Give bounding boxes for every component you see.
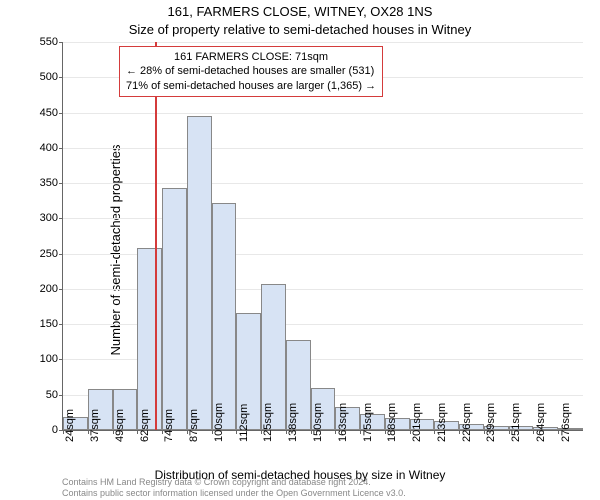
y-tick-label: 0 bbox=[24, 424, 58, 436]
y-tick-label: 550 bbox=[24, 36, 58, 48]
chart-subtitle: Size of property relative to semi-detach… bbox=[0, 22, 600, 37]
gridline bbox=[63, 148, 583, 149]
gridline bbox=[63, 183, 583, 184]
gridline bbox=[63, 113, 583, 114]
y-tick-label: 350 bbox=[24, 177, 58, 189]
info-box-line-larger: 71% of semi-detached houses are larger (… bbox=[126, 79, 376, 93]
plot-area: 161 FARMERS CLOSE: 71sqm← 28% of semi-de… bbox=[62, 42, 583, 431]
chart-container: 161, FARMERS CLOSE, WITNEY, OX28 1NS Siz… bbox=[0, 0, 600, 500]
y-tick-label: 500 bbox=[24, 71, 58, 83]
y-tick-label: 250 bbox=[24, 248, 58, 260]
marker-line bbox=[155, 42, 157, 430]
y-tick-label: 400 bbox=[24, 142, 58, 154]
y-tick-label: 150 bbox=[24, 318, 58, 330]
histogram-bar bbox=[162, 188, 187, 430]
y-tick-label: 100 bbox=[24, 353, 58, 365]
footnote: Contains HM Land Registry data © Crown c… bbox=[62, 477, 406, 498]
info-box-line-smaller: ← 28% of semi-detached houses are smalle… bbox=[126, 64, 376, 78]
y-tick-label: 50 bbox=[24, 389, 58, 401]
chart-title-address: 161, FARMERS CLOSE, WITNEY, OX28 1NS bbox=[0, 4, 600, 19]
histogram-bar bbox=[187, 116, 212, 430]
gridline bbox=[63, 42, 583, 43]
y-tick-label: 200 bbox=[24, 283, 58, 295]
gridline bbox=[63, 218, 583, 219]
footnote-line2: Contains public sector information licen… bbox=[62, 488, 406, 498]
histogram-bar bbox=[137, 248, 162, 430]
y-tick-label: 300 bbox=[24, 212, 58, 224]
footnote-line1: Contains HM Land Registry data © Crown c… bbox=[62, 477, 406, 487]
histogram-bar bbox=[212, 203, 237, 430]
info-box: 161 FARMERS CLOSE: 71sqm← 28% of semi-de… bbox=[119, 46, 383, 97]
info-box-title: 161 FARMERS CLOSE: 71sqm bbox=[126, 50, 376, 64]
y-tick-label: 450 bbox=[24, 107, 58, 119]
